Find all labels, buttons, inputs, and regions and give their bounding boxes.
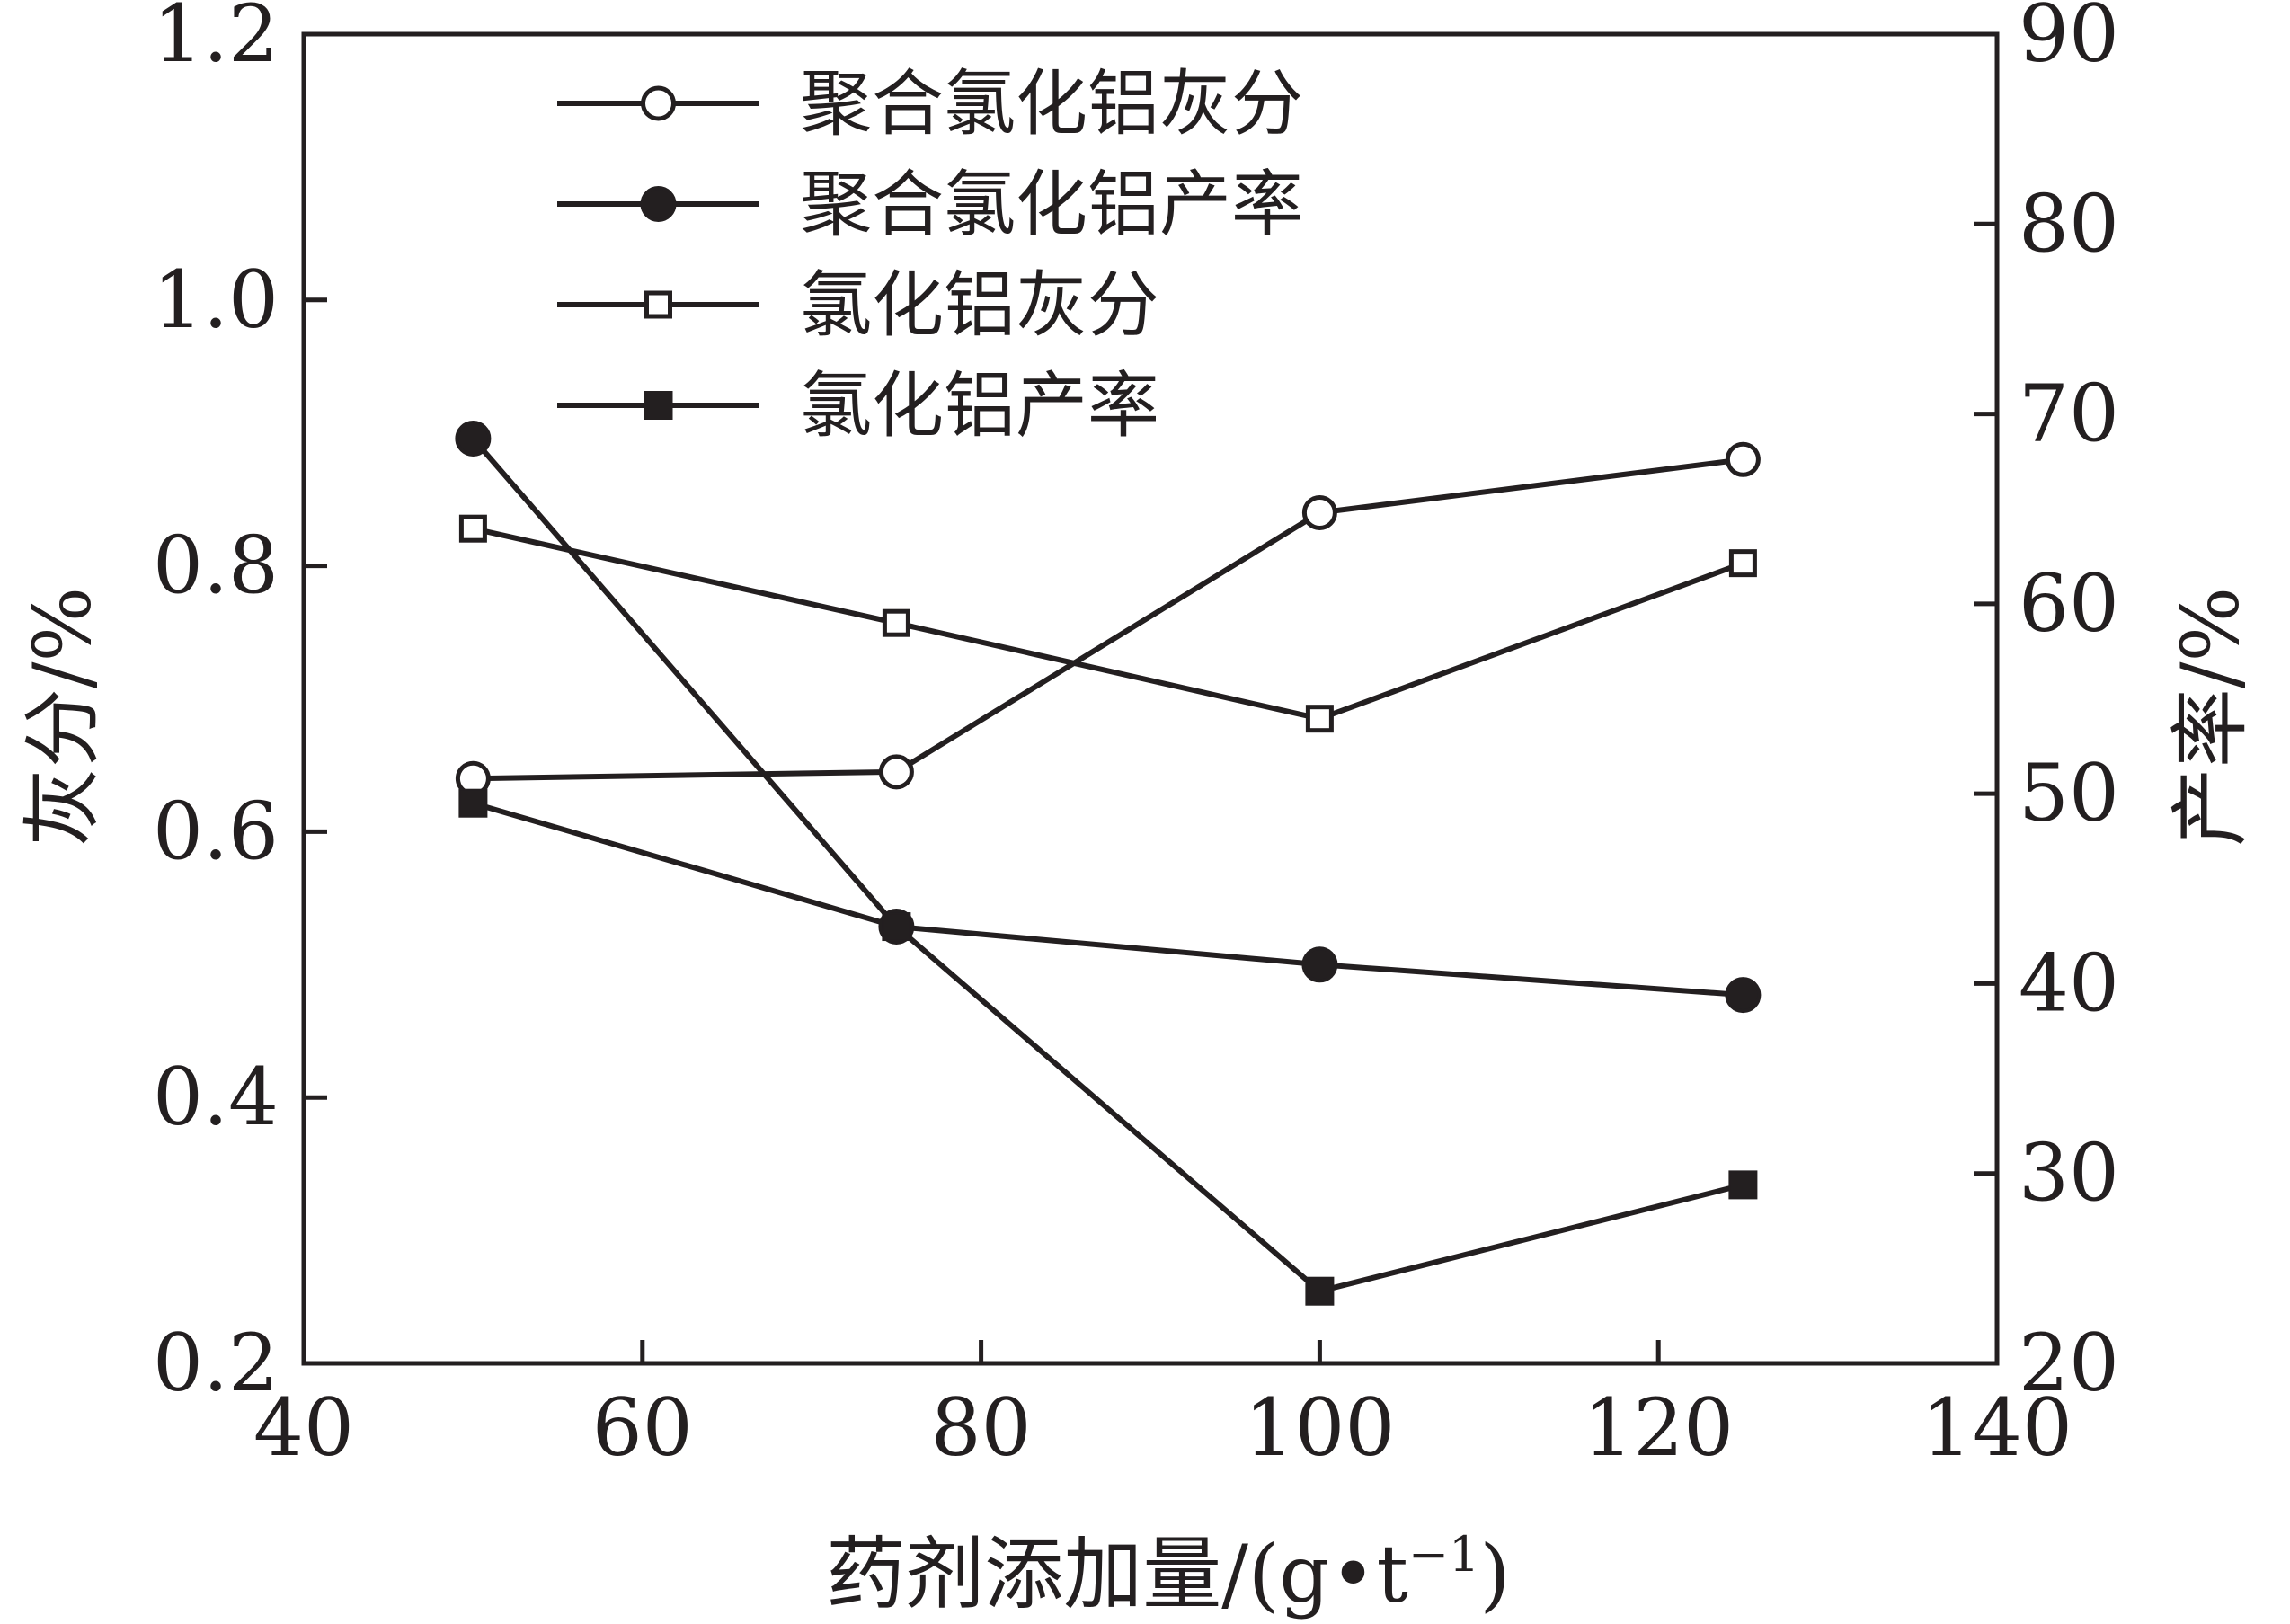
x-tick-label: 80 <box>931 1381 1032 1474</box>
series-4-point <box>882 912 911 942</box>
series-line-1 <box>473 457 1744 782</box>
series-3-point <box>882 608 910 637</box>
y-left-tick-label: 1.0 <box>153 253 279 346</box>
y-right-tick-label: 70 <box>2019 368 2119 460</box>
legend-label: 氯化铝产率 <box>800 364 1159 448</box>
y-right-tick-label: 40 <box>2019 936 2119 1029</box>
series-markers <box>455 421 1762 1306</box>
legend-marker <box>644 290 672 319</box>
plot-frame <box>301 31 2000 1366</box>
x-tick-label: 100 <box>1244 1381 1395 1474</box>
legend-label: 聚合氯化铝产率 <box>800 163 1303 246</box>
series-3-point <box>458 514 487 543</box>
y-right-tick-label: 80 <box>2019 177 2119 270</box>
y-right-tick-label: 50 <box>2019 747 2119 839</box>
series-1-point <box>1725 441 1761 477</box>
series-line-4 <box>472 800 1744 1295</box>
series-3-point <box>1305 705 1334 733</box>
y-right-tick-label: 60 <box>2019 557 2119 650</box>
legend-item: 聚合氯化铝灰分 <box>557 62 1303 146</box>
series-3-point <box>1728 549 1757 578</box>
series-4-point <box>458 788 488 818</box>
y-left-tick-label: 0.2 <box>153 1317 279 1409</box>
series-4-point <box>1305 1276 1335 1306</box>
series-1-point <box>1301 494 1337 530</box>
y-right-tick-label: 90 <box>2019 0 2119 80</box>
axes-layer: 40 60 80 100 120 140 0.2 0.4 0.6 0.8 1.0 1.2 20 30 40 5… <box>16 0 2257 1620</box>
y-right-tick-label: 20 <box>2019 1317 2119 1409</box>
series-lines <box>471 437 1744 1295</box>
y-left-axis-title: 灰分/% <box>16 587 109 847</box>
y-left-tick-label: 0.8 <box>153 519 279 612</box>
y-left-tick-label: 1.2 <box>153 0 279 80</box>
y-left-tick-label: 0.6 <box>153 785 279 877</box>
legend-item: 氯化铝产率 <box>557 364 1159 448</box>
x-tick-label: 140 <box>1922 1381 2073 1474</box>
legend-marker <box>640 186 677 222</box>
y-right-tick-label: 30 <box>2019 1127 2119 1220</box>
y-right-axis-title: 产率/% <box>2164 587 2257 847</box>
x-tick-label: 60 <box>592 1381 693 1474</box>
legend-marker <box>644 391 673 420</box>
legend-marker <box>641 85 676 121</box>
x-tick-label: 40 <box>253 1381 354 1474</box>
series-2-point <box>1725 977 1762 1014</box>
series-1-point <box>878 754 914 790</box>
legend-label: 聚合氯化铝灰分 <box>800 62 1303 146</box>
y-left-tick-label: 0.4 <box>153 1051 279 1143</box>
legend-item: 聚合氯化铝产率 <box>557 163 1303 246</box>
series-4-point <box>1728 1170 1758 1200</box>
x-axis-title: 药剂添加量/(g•t−1) <box>826 1526 1511 1620</box>
legend-label: 氯化铝灰分 <box>800 263 1159 347</box>
series-layer <box>455 421 1762 1306</box>
series-line-2 <box>471 437 1744 998</box>
series-line-3 <box>472 526 1744 722</box>
series-2-point <box>455 421 492 457</box>
series-2-point <box>1301 946 1338 983</box>
x-tick-label: 120 <box>1583 1381 1734 1474</box>
legend-item: 氯化铝灰分 <box>557 263 1159 347</box>
